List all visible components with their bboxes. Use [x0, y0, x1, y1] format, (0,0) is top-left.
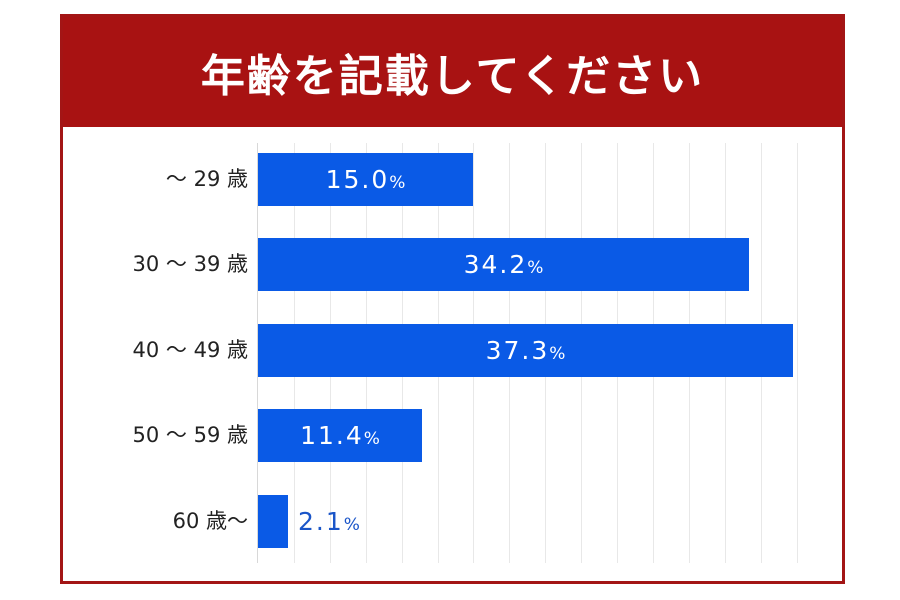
data-value: 11.4	[300, 421, 364, 450]
bar	[258, 324, 793, 377]
data-label: 15.0%	[258, 153, 473, 206]
category-label: 50 ～ 59 歳	[132, 423, 248, 447]
data-unit: %	[527, 258, 544, 278]
category-label: 40 ～ 49 歳	[132, 338, 248, 362]
data-unit: %	[343, 515, 360, 535]
chart-frame: 年齢を記載してください	[60, 14, 845, 584]
data-label: 34.2%	[258, 238, 749, 291]
data-value: 37.3	[485, 336, 550, 365]
data-value: 2.1	[298, 507, 344, 536]
bar	[258, 153, 473, 206]
bar	[258, 495, 288, 548]
category-label: 60 歳～	[172, 509, 248, 533]
category-label: 30 ～ 39 歳	[132, 252, 248, 276]
data-unit: %	[549, 344, 566, 364]
data-label: 11.4%	[258, 409, 422, 462]
data-unit: %	[363, 429, 380, 449]
data-label: 2.1%	[298, 495, 360, 548]
bar	[258, 238, 749, 291]
data-value: 34.2	[463, 250, 528, 279]
category-label: ～ 29 歳	[165, 167, 248, 191]
bar	[258, 409, 422, 462]
data-value: 15.0	[325, 165, 390, 194]
chart-title: 年齢を記載してください	[63, 17, 842, 127]
data-label: 37.3%	[258, 324, 793, 377]
data-unit: %	[389, 173, 406, 193]
